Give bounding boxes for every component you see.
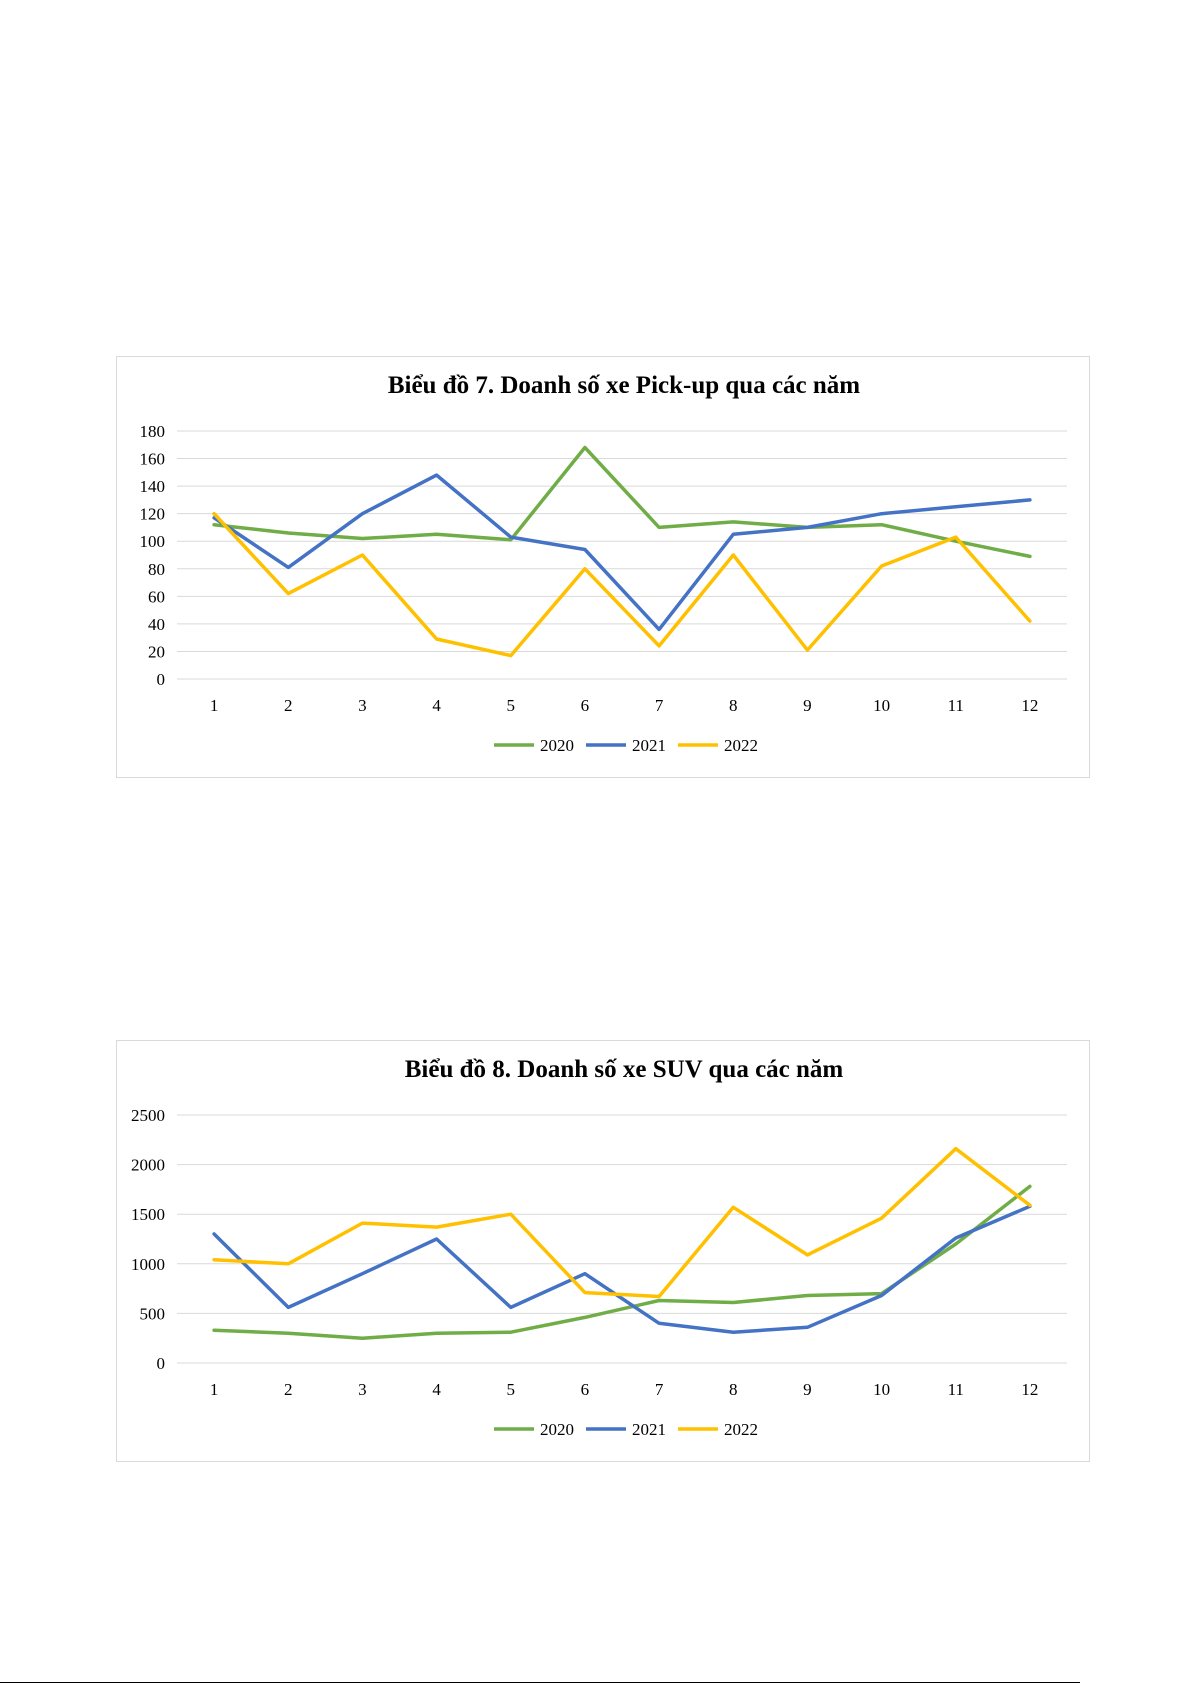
x-tick-label: 10 [873, 1380, 890, 1399]
x-tick-label: 10 [873, 696, 890, 715]
x-tick-label: 7 [655, 696, 664, 715]
y-tick-label: 180 [140, 422, 166, 441]
legend-label: 2022 [724, 736, 758, 755]
x-tick-label: 5 [507, 1380, 516, 1399]
y-tick-label: 500 [140, 1304, 166, 1323]
series-line-2021 [212, 473, 1032, 632]
chart-title: Biểu đồ 7. Doanh số xe Pick-up qua các n… [388, 372, 860, 399]
y-tick-label: 100 [140, 532, 166, 551]
series-line-2022 [212, 511, 1032, 658]
chart-title: Biểu đồ 8. Doanh số xe SUV qua các năm [405, 1056, 844, 1083]
y-tick-label: 140 [140, 477, 166, 496]
y-tick-label: 1500 [131, 1205, 165, 1224]
x-tick-label: 12 [1021, 1380, 1038, 1399]
x-tick-label: 3 [358, 1380, 367, 1399]
x-tick-label: 6 [581, 1380, 590, 1399]
x-tick-label: 8 [729, 696, 738, 715]
y-tick-label: 160 [140, 450, 166, 469]
legend-label: 2020 [540, 1420, 574, 1439]
x-tick-label: 4 [432, 1380, 441, 1399]
x-tick-label: 12 [1021, 696, 1038, 715]
legend-label: 2021 [632, 1420, 666, 1439]
x-tick-label: 2 [284, 696, 293, 715]
x-tick-label: 1 [210, 1380, 219, 1399]
x-tick-label: 9 [803, 1380, 812, 1399]
page-bottom-rule [0, 1682, 1080, 1683]
series-line-2021 [212, 1204, 1032, 1334]
x-tick-label: 3 [358, 696, 367, 715]
y-tick-label: 80 [148, 560, 165, 579]
x-tick-label: 6 [581, 696, 590, 715]
y-tick-label: 2500 [131, 1106, 165, 1125]
x-tick-label: 5 [507, 696, 516, 715]
y-tick-label: 2000 [131, 1156, 165, 1175]
legend-label: 2021 [632, 736, 666, 755]
chart-suv-svg: Biểu đồ 8. Doanh số xe SUV qua các năm 0 5… [131, 1056, 1067, 1439]
series-line-2022 [212, 1146, 1032, 1299]
y-tick-label: 40 [148, 615, 165, 634]
y-tick-label: 0 [157, 1354, 166, 1373]
x-tick-label: 7 [655, 1380, 664, 1399]
y-tick-label: 60 [148, 587, 165, 606]
y-tick-label: 0 [157, 670, 166, 689]
x-tick-label: 1 [210, 696, 219, 715]
x-tick-label: 8 [729, 1380, 738, 1399]
x-tick-label: 4 [432, 696, 441, 715]
y-tick-label: 120 [140, 505, 166, 524]
x-tick-label: 9 [803, 696, 812, 715]
y-tick-label: 20 [148, 642, 165, 661]
legend-label: 2020 [540, 736, 574, 755]
series-line-2020 [212, 445, 1032, 559]
y-tick-label: 1000 [131, 1255, 165, 1274]
chart-pickup-svg: Biểu đồ 7. Doanh số xe Pick-up qua các n… [140, 372, 1067, 755]
x-tick-label: 11 [948, 696, 964, 715]
x-tick-label: 11 [948, 1380, 964, 1399]
chart-suv-sales: Biểu đồ 8. Doanh số xe SUV qua các năm 0 5… [116, 1040, 1090, 1462]
chart-pickup-sales: Biểu đồ 7. Doanh số xe Pick-up qua các n… [116, 356, 1090, 778]
legend-label: 2022 [724, 1420, 758, 1439]
series-line-2020 [212, 1184, 1032, 1340]
x-tick-label: 2 [284, 1380, 293, 1399]
